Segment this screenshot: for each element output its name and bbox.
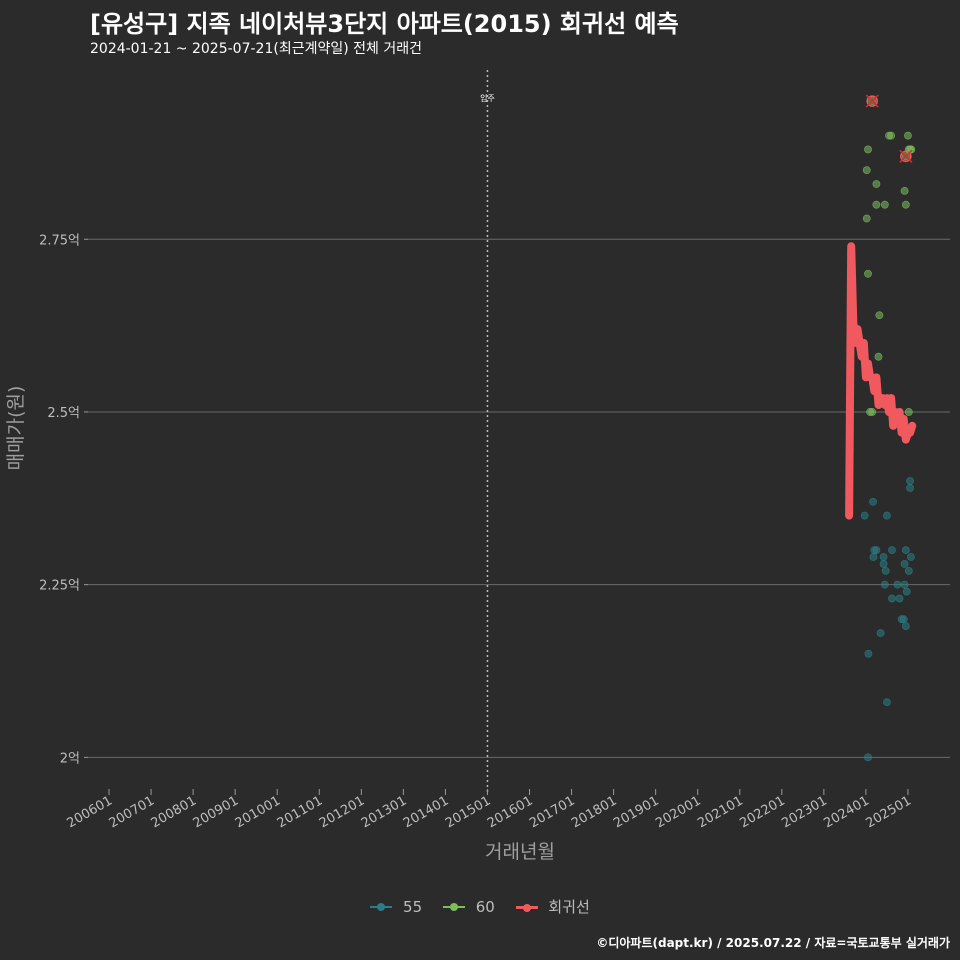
legend: 55 60 회귀선 (0, 896, 960, 917)
axis-layer: 2억 2.25억 2.5억 2.75억 200601200701200801200901… (39, 233, 914, 831)
point-55 (869, 497, 877, 506)
point-55 (879, 553, 888, 561)
point-60 (904, 408, 913, 416)
point-55 (880, 580, 889, 589)
point-60 (864, 269, 872, 278)
point-55 (893, 580, 902, 589)
highlight-x-mark (865, 94, 879, 108)
x-tick-label: 201601 (485, 793, 535, 831)
point-55 (864, 649, 873, 658)
x-tick-label: 201501 (443, 793, 493, 831)
x-tick-label: 202001 (653, 793, 703, 831)
x-tick-label: 201701 (527, 793, 577, 831)
legend-key-60 (442, 901, 465, 913)
point-60 (862, 214, 871, 223)
regression-layer (845, 242, 917, 520)
x-tick-label: 201801 (569, 793, 619, 831)
x-tick-label: 200601 (65, 793, 115, 831)
chart-subtitle: 2024-01-21 ~ 2025-07-21(최근계약일) 전체 거래건 (90, 41, 422, 57)
y-tick-label: 2.75억 (39, 233, 80, 248)
chart-title: [유성구] 지족 네이처뷰3단지 아파트(2015) 회귀선 예측 (90, 10, 679, 38)
x-tick-label: 201901 (611, 793, 661, 831)
y-tick-label: 2억 (60, 751, 80, 766)
point-55 (864, 753, 872, 762)
legend-key-regression (515, 902, 538, 914)
legend-item-55: 55 (370, 898, 422, 916)
point-55 (888, 594, 896, 603)
y-tick-label: 2.5억 (47, 406, 80, 421)
point-55 (902, 587, 911, 596)
x-tick-label: 202401 (821, 793, 871, 831)
highlight-ring (866, 95, 878, 107)
point-55 (872, 546, 881, 555)
point-60 (872, 180, 881, 188)
point-55 (906, 484, 914, 492)
legend-label-60: 60 (475, 897, 495, 916)
highlight-ring (900, 150, 912, 163)
point-60 (907, 145, 916, 154)
point-55 (895, 594, 904, 603)
point-55 (906, 477, 914, 485)
x-tick-label: 202501 (863, 793, 913, 831)
point-55 (904, 566, 913, 575)
point-55 (900, 560, 909, 568)
x-tick-label: 201401 (401, 793, 451, 831)
point-60 (887, 131, 896, 140)
point-55 (888, 546, 896, 555)
x-tick-label: 201001 (233, 793, 283, 831)
legend-item-regression: 회귀선 (515, 896, 590, 917)
point-55 (901, 546, 910, 555)
point-60 (901, 200, 910, 209)
point-55 (879, 560, 888, 568)
legend-label-regression: 회귀선 (548, 898, 590, 916)
y-axis-label: 매매가(원) (5, 386, 27, 471)
point-55 (869, 553, 878, 561)
x-tick-label: 201301 (359, 793, 409, 831)
point-55 (899, 615, 908, 624)
point-60 (875, 311, 884, 320)
point-55 (860, 511, 869, 520)
source-caption: ©디아파트(dapt.kr) / 2025.07.22 / 자료=국토교통부 실… (596, 936, 950, 950)
point-55 (881, 566, 890, 575)
point-55 (900, 580, 909, 589)
x-axis-label: 거래년월 (485, 841, 555, 863)
x-tick-label: 202101 (695, 793, 745, 831)
move-in-label: 입주 (480, 94, 495, 103)
points-layer (860, 94, 916, 762)
point-60 (864, 145, 872, 154)
point-60 (880, 200, 889, 209)
x-tick-label: 202201 (737, 793, 787, 831)
legend-key-55 (370, 901, 393, 913)
point-60 (904, 131, 912, 140)
chart-svg: 입주 2억 2.25억 2.5억 2.75억 200601200701200801200… (5, 70, 950, 863)
highlight-x-mark (899, 149, 913, 163)
point-60 (874, 352, 883, 361)
point-60 (900, 186, 909, 195)
regression-line (845, 242, 917, 520)
legend-item-60: 60 (442, 897, 495, 916)
legend-label-55: 55 (403, 897, 423, 916)
grid-layer (88, 238, 950, 758)
point-55 (883, 511, 891, 520)
x-tick-label: 200701 (107, 793, 157, 831)
x-tick-label: 201101 (275, 793, 325, 831)
point-55 (876, 629, 885, 637)
point-55 (901, 622, 910, 631)
x-tick-label: 200901 (191, 793, 241, 831)
point-60 (868, 408, 877, 416)
y-tick-label: 2.25억 (39, 579, 80, 594)
point-60 (862, 166, 871, 175)
point-60 (872, 200, 881, 209)
x-tick-label: 202301 (779, 793, 829, 831)
move-in-vline-layer: 입주 (480, 70, 495, 795)
point-55 (883, 698, 891, 707)
x-tick-label: 201201 (317, 793, 367, 831)
x-tick-label: 200801 (149, 793, 199, 831)
point-55 (906, 553, 915, 561)
